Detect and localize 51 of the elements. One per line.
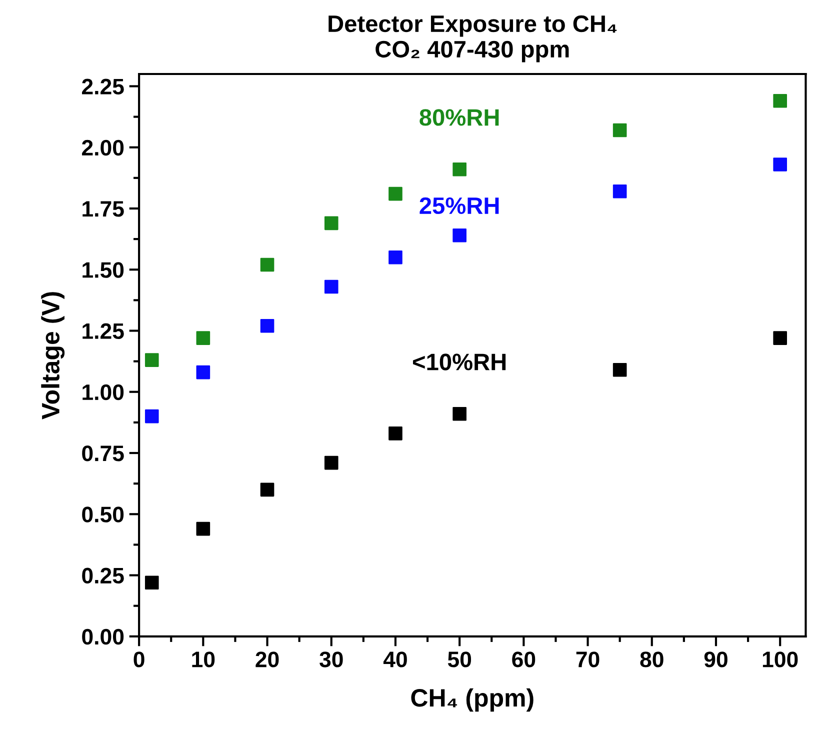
point [260,258,274,272]
y-tick-label: 0.00 [82,628,124,645]
point [196,365,210,380]
x-tick-label: 20 [256,652,279,668]
y-tick-label: 1.75 [82,201,124,217]
point [388,250,402,264]
point [612,123,627,138]
point [773,94,787,108]
point [260,318,274,333]
x-tick-label: 100 [762,652,798,668]
x-tick-label: 80 [640,652,664,668]
point [452,228,466,242]
x-tick-label: 10 [192,652,215,668]
series-label: <10%RH [412,354,506,370]
y-tick-label: 0.25 [82,568,124,584]
y-axis-title: Voltage (V) [41,292,65,420]
point [612,362,627,377]
point [196,522,210,536]
point [144,353,159,367]
x-tick-label: 60 [512,652,536,668]
point [324,280,338,294]
y-tick-label: 1.25 [82,323,124,340]
y-tick-label: 2.00 [82,140,124,156]
x-tick-label: 70 [576,652,600,668]
point [144,409,159,424]
y-tick-label: 1.50 [82,262,124,278]
point [452,162,466,176]
point [324,456,338,470]
x-tick-label: 40 [383,652,407,668]
point [144,576,159,590]
y-tick-label: 0.50 [82,506,124,522]
point [612,184,627,198]
point [388,426,402,440]
x-axis-title: CH₄ (ppm) [411,688,534,712]
point [260,482,274,497]
x-tick-label: 0 [134,652,144,668]
y-tick-label: 2.25 [82,78,124,94]
chart-title: Detector Exposure to CH₄ CO₂ 407-430 ppm [328,15,617,62]
point [196,331,210,345]
point [388,186,402,201]
series-label: 25%RH [420,197,499,214]
series-label: 80%RH [420,109,499,126]
point [773,158,787,172]
point [452,406,466,421]
x-tick-label: 30 [320,652,343,668]
y-tick-label: 0.75 [82,446,124,462]
point [324,216,338,230]
x-tick-label: 90 [704,652,728,668]
x-tick-label: 50 [448,652,472,668]
y-tick-label: 1.00 [82,384,124,400]
point [773,331,787,345]
